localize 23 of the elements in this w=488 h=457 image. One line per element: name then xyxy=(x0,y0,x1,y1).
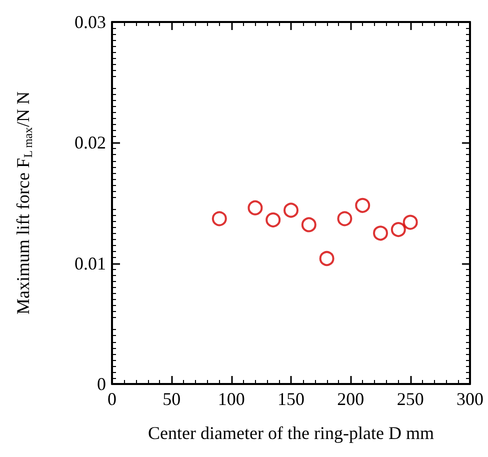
x-tick-label: 200 xyxy=(337,389,364,409)
point xyxy=(337,211,352,226)
x-tick-label: 50 xyxy=(162,389,181,409)
y-tick-label: 0 xyxy=(97,374,106,394)
point xyxy=(319,251,334,266)
x-tick-label: 150 xyxy=(278,389,304,409)
y-tick-label: 0.03 xyxy=(74,12,106,32)
y-axis-title: Maximum lift force FL max/N N xyxy=(13,92,35,314)
x-tick-label: 250 xyxy=(396,389,424,409)
x-axis-title: Center diameter of the ring-plate D mm xyxy=(148,423,434,443)
y-tick-label: 0.01 xyxy=(74,253,106,274)
x-tick-label: 300 xyxy=(456,389,484,409)
x-tick-label: 100 xyxy=(218,389,245,409)
point xyxy=(212,211,227,226)
point xyxy=(266,212,281,228)
y-tick-label: 0.02 xyxy=(74,132,106,153)
point xyxy=(402,214,418,230)
point xyxy=(248,200,263,216)
point xyxy=(301,217,316,232)
point xyxy=(284,202,298,218)
point xyxy=(390,222,406,238)
point xyxy=(355,198,370,213)
point xyxy=(373,226,388,241)
